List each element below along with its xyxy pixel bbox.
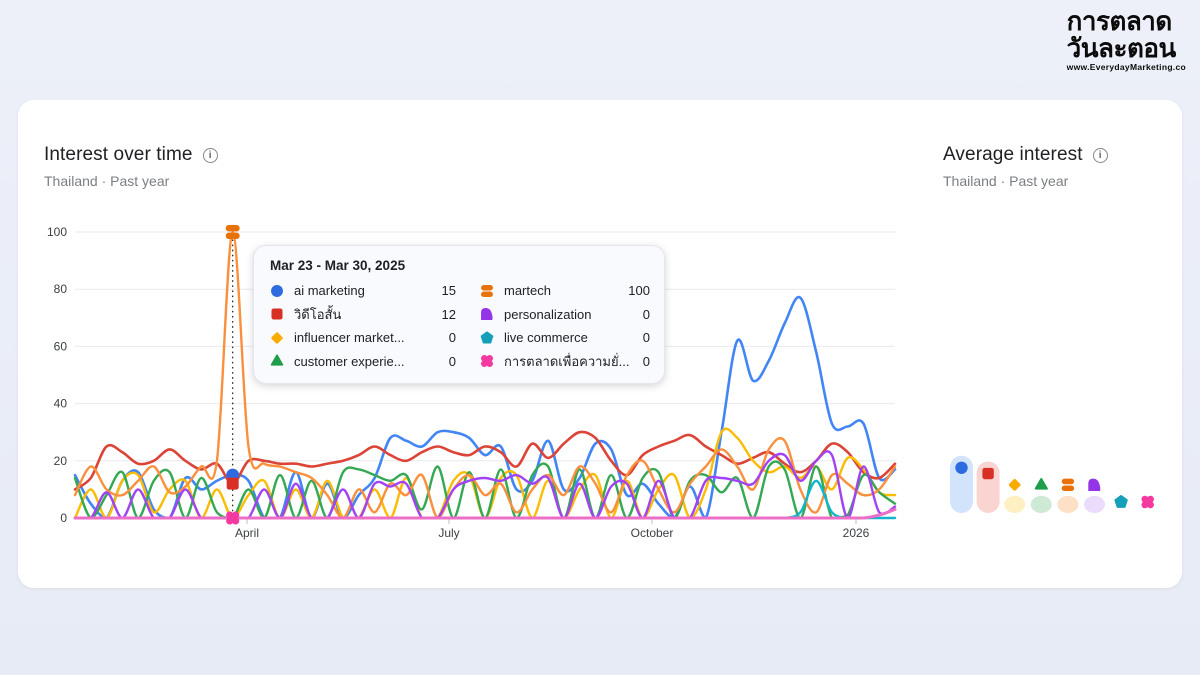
y-axis-tick-label: 80 xyxy=(54,282,68,296)
avg-square-icon xyxy=(982,467,994,480)
tooltip-term-label: live commerce xyxy=(504,330,588,346)
line-series-4 xyxy=(73,230,897,520)
avg-bar-1 xyxy=(976,461,1000,513)
average-interest-title: Average interest xyxy=(943,144,1083,165)
blob-icon xyxy=(480,307,494,321)
hover-flower-icon xyxy=(226,511,240,525)
interest-over-time-chart[interactable]: 0 20 40 60 80 100 April July October 2026 xyxy=(40,215,910,545)
y-axis-tick-label: 100 xyxy=(47,225,67,239)
y-axis-tick-label: 20 xyxy=(54,454,68,468)
avg-diamond-icon xyxy=(1008,479,1021,491)
tooltip-term-label: personalization xyxy=(504,306,592,322)
tooltip-term-label: influencer market... xyxy=(294,330,405,346)
tooltip-term-value: 0 xyxy=(642,330,650,346)
tooltip-term-label: customer experie... xyxy=(294,353,405,369)
tooltip-row: influencer market... 0 xyxy=(270,326,456,350)
avg-squiggle-icon xyxy=(1061,478,1075,492)
chart-tooltip: Mar 23 - Mar 30, 2025 ai marketing 15 วิดี… xyxy=(253,245,665,384)
hover-square-icon xyxy=(226,477,239,490)
y-axis-tick-label: 0 xyxy=(60,511,67,525)
tooltip-term-label: วิดีโอสั้น xyxy=(294,306,342,322)
tooltip-term-value: 0 xyxy=(642,353,650,369)
triangle-icon xyxy=(270,354,284,368)
trends-card: Interest over time i Thailand · Past yea… xyxy=(18,100,1182,588)
tooltip-term-value: 12 xyxy=(441,306,456,322)
tooltip-row: ai marketing 15 xyxy=(270,279,456,303)
line-series-0 xyxy=(73,295,897,520)
hover-squiggle-icon xyxy=(225,225,240,239)
tooltip-row: การตลาดเพื่อความยั่... 0 xyxy=(480,350,650,374)
tooltip-row: วิดีโอสั้น 12 xyxy=(270,303,456,327)
tooltip-row: martech 100 xyxy=(480,279,650,303)
average-interest-subtitle: Thailand · Past year xyxy=(943,173,1069,189)
brand-logo-line2: วันละตอน xyxy=(1066,32,1177,63)
diamond-icon xyxy=(270,331,284,345)
avg-blob-icon xyxy=(1088,478,1101,492)
tooltip-term-label: martech xyxy=(504,283,551,299)
tooltip-term-value: 0 xyxy=(448,353,456,369)
x-axis-tick-label: October xyxy=(631,526,674,540)
interest-over-time-header: Interest over time i Thailand · Past yea… xyxy=(44,144,218,189)
tooltip-legend: ai marketing 15 วิดีโอสั้น 12 influencer mar… xyxy=(270,279,650,374)
info-icon[interactable]: i xyxy=(202,147,218,163)
square-icon xyxy=(270,307,284,321)
x-axis-tick-label: July xyxy=(438,526,459,540)
avg-bar-2 xyxy=(1004,495,1026,513)
tooltip-term-label: ai marketing xyxy=(294,283,365,299)
brand-logo-url: www.EverydayMarketing.co xyxy=(1066,62,1186,73)
interest-over-time-subtitle: Thailand · Past year xyxy=(44,173,170,189)
y-axis-tick-label: 40 xyxy=(54,397,68,411)
line-series-1 xyxy=(73,430,897,491)
avg-bar-4 xyxy=(1057,495,1079,513)
brand-logo-line1: การตลาด xyxy=(1066,6,1173,36)
tooltip-term-label: การตลาดเพื่อความยั่... xyxy=(504,353,630,369)
avg-flower-icon xyxy=(1141,495,1154,509)
tooltip-term-value: 15 xyxy=(441,283,456,299)
y-axis-tick-label: 60 xyxy=(54,339,68,353)
flower-icon xyxy=(480,354,494,368)
avg-bar-5 xyxy=(1084,495,1105,513)
avg-triangle-icon xyxy=(1034,477,1048,490)
avg-bar-3 xyxy=(1030,495,1052,513)
avg-pentagon-icon xyxy=(1114,495,1128,508)
x-axis-tick-label: April xyxy=(235,526,259,540)
avg-circle-icon xyxy=(955,461,968,474)
interest-over-time-title: Interest over time xyxy=(44,144,193,165)
squiggle-icon xyxy=(480,284,494,298)
tooltip-row: customer experie... 0 xyxy=(270,350,456,374)
tooltip-term-value: 100 xyxy=(628,283,650,299)
line-series-7 xyxy=(73,507,897,520)
average-interest-header: Average interest i Thailand · Past year xyxy=(943,144,1108,189)
tooltip-date-range: Mar 23 - Mar 30, 2025 xyxy=(270,258,406,273)
tooltip-row: personalization 0 xyxy=(480,303,650,327)
line-series-2 xyxy=(73,427,897,520)
pentagon-icon xyxy=(480,331,494,345)
info-icon[interactable]: i xyxy=(1092,147,1108,163)
tooltip-term-value: 0 xyxy=(642,306,650,322)
brand-logo: การตลาด วันละตอน www.EverydayMarketing.c… xyxy=(1067,8,1186,72)
tooltip-row: live commerce 0 xyxy=(480,326,650,350)
tooltip-term-value: 0 xyxy=(448,330,456,346)
circle-icon xyxy=(270,284,284,298)
x-axis-tick-label: 2026 xyxy=(843,526,870,540)
average-interest-chart[interactable] xyxy=(935,440,1175,530)
